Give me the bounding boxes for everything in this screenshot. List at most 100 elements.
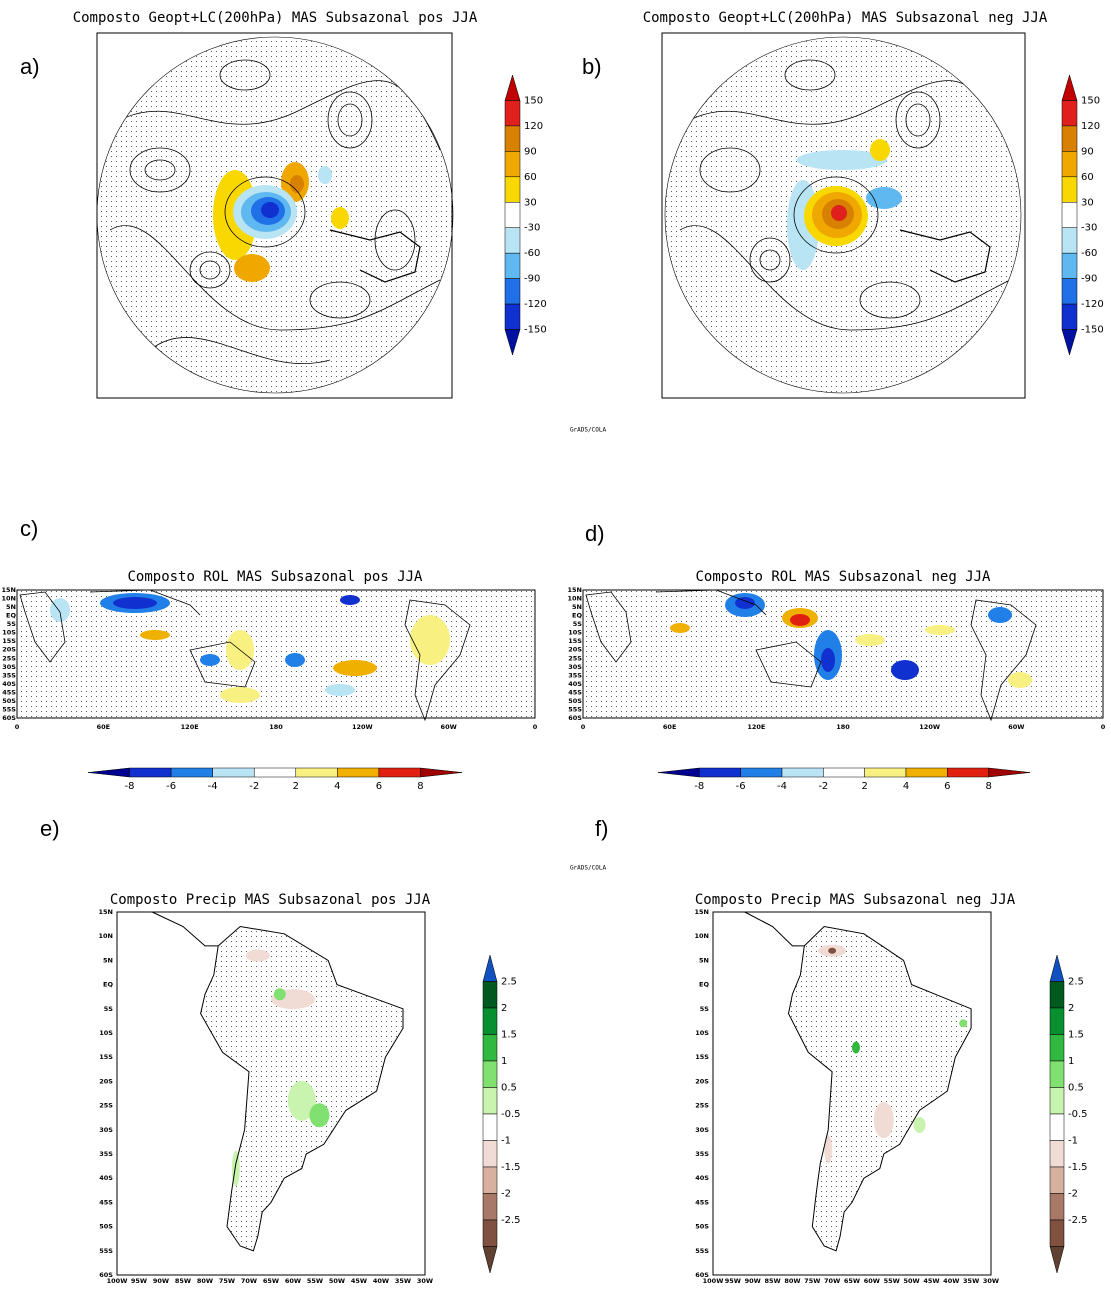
colorbar-swatch [1061,227,1078,254]
colorbar-swatch [947,767,989,778]
colorbar-swatch [1061,74,1078,101]
lat-label: 15N [568,586,583,594]
anomaly-area [273,988,286,1001]
colorbar-swatch [129,767,172,778]
lon-label: 40W [943,1277,959,1285]
lon-label: 65W [844,1277,860,1285]
lon-label: 60E [663,723,677,731]
colorbar-label: -2 [501,1189,511,1200]
lat-label: 55S [99,1247,113,1255]
lon-label: 120W [352,723,373,731]
colorbar-label: -60 [524,248,540,259]
colorbar-swatch [504,151,521,178]
lat-label: EQ [6,612,16,620]
colorbar-label: -2.5 [501,1215,521,1226]
panel-title: Composto Geopt+LC(200hPa) MAS Subsazonal… [643,10,1048,26]
anomaly-area [851,1041,860,1054]
lat-label: 10N [2,595,17,603]
lat-label: EQ [103,981,113,989]
anomaly-area [309,1103,330,1128]
lat-label: 40S [695,1174,709,1182]
colorbar-label: 0.5 [1068,1083,1084,1094]
panel-title: Composto ROL MAS Subsazonal neg JJA [695,569,991,585]
lat-label: 25S [568,654,582,662]
lat-label: 35S [99,1150,113,1158]
map-boundary [96,36,454,394]
coastline [787,925,972,1252]
colorbar-swatch [1049,1246,1065,1274]
colorbar-swatch [1061,252,1078,279]
lat-label: 40S [568,680,582,688]
lat-label: 10S [2,629,16,637]
colorbar-swatch [1049,1219,1065,1247]
colorbar-label: 2.5 [501,977,517,988]
colorbar-label: 1.5 [501,1030,517,1041]
colorbar-swatch [504,303,521,330]
colorbar-swatch [482,1034,498,1062]
colorbar-swatch [295,767,338,778]
colorbar-swatch [482,1193,498,1221]
lat-label: 10N [99,932,114,940]
panel-label: a) [20,54,40,79]
colorbar-label: 8 [417,781,423,792]
lat-label: 30S [695,1126,709,1134]
colorbar-label: 2 [1068,1003,1074,1014]
anomaly-area [245,949,270,962]
lat-label: 25S [99,1102,113,1110]
lat-label: 15S [99,1053,113,1061]
lon-label: 60W [864,1277,880,1285]
anomaly-area [959,1019,968,1028]
lat-label: 55S [2,705,16,713]
colorbar-swatch [1049,1007,1065,1035]
panel-label: b) [582,54,602,79]
lon-label: 85W [175,1277,191,1285]
panel-title: Composto Precip MAS Subsazonal pos JJA [110,892,431,908]
lat-label: 20S [695,1077,709,1085]
lat-label: 50S [99,1223,113,1231]
lat-label: 5S [104,1005,114,1013]
colorbar-swatch [1049,1140,1065,1168]
lat-label: 20S [568,646,582,654]
anomaly-area [828,947,837,954]
lat-label: 50S [568,697,582,705]
colorbar-label: 150 [524,95,543,106]
panel-title: Composto ROL MAS Subsazonal pos JJA [127,569,423,585]
lat-label: 45S [2,688,16,696]
polar-map [665,37,1021,393]
panel-label: f) [595,816,608,841]
lon-label: 60W [285,1277,301,1285]
colorbar-swatch [1049,954,1065,982]
lon-label: 85W [764,1277,780,1285]
colorbar-swatch [504,329,521,356]
colorbar-label: -0.5 [1068,1109,1088,1120]
colorbar-swatch [504,227,521,254]
colorbar-swatch [1061,125,1078,152]
colorbar-swatch [1061,329,1078,356]
colorbar-label: 8 [985,781,991,792]
lat-label: 45S [99,1198,113,1206]
lon-label: 30W [983,1277,999,1285]
colorbar-label: 2 [293,781,299,792]
panel-title: Composto Geopt+LC(200hPa) MAS Subsazonal… [73,10,478,26]
colorbar-swatch [482,954,498,982]
lat-label: 5S [573,620,583,628]
lat-label: 25S [695,1102,709,1110]
lon-label: 35W [963,1277,979,1285]
colorbar-label: 120 [524,121,543,132]
lat-label: 30S [2,663,16,671]
colorbar-label: -6 [166,781,176,792]
lon-label: 80W [784,1277,800,1285]
colorbar-label: 90 [524,146,537,157]
colorbar-label: 2.5 [1068,977,1084,988]
lon-label: 45W [923,1277,939,1285]
panel-label: d) [585,521,605,546]
colorbar-swatch [781,767,824,778]
polar-map [97,37,453,393]
colorbar-swatch [699,767,741,778]
colorbar-swatch [1049,1034,1065,1062]
colorbar-label: -2 [249,781,259,792]
colorbar-label: -90 [524,274,540,285]
colorbar-swatch [337,767,380,778]
colorbar-swatch [253,767,297,778]
